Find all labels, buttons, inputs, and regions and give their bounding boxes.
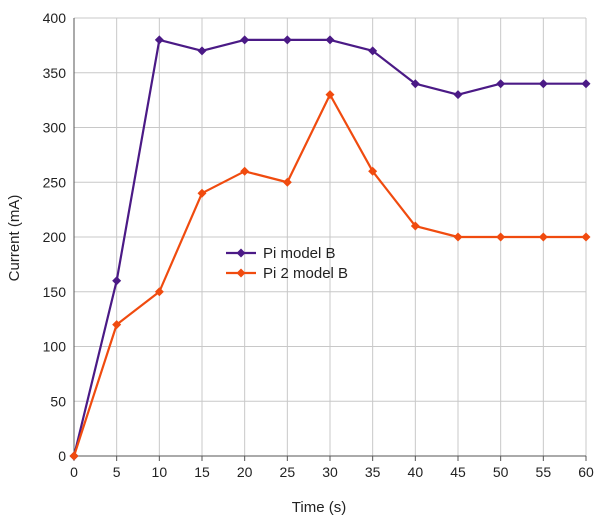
data-point <box>538 232 548 242</box>
y-tick-label: 400 <box>43 10 67 26</box>
data-point <box>282 177 292 187</box>
data-point <box>197 188 207 198</box>
x-tick-label: 15 <box>194 464 210 480</box>
y-tick-label: 350 <box>43 65 67 81</box>
x-tick-label: 0 <box>70 464 78 480</box>
grid-lines <box>73 17 587 457</box>
legend-label: Pi model B <box>263 245 336 262</box>
data-point <box>410 79 420 89</box>
data-point <box>453 90 463 100</box>
data-point <box>325 90 335 100</box>
x-tick-label: 45 <box>450 464 466 480</box>
x-tick-label: 30 <box>322 464 338 480</box>
legend: Pi model B Pi 2 model B <box>226 245 348 282</box>
x-tick-label: 50 <box>493 464 509 480</box>
y-axis-label: Current (mA) <box>6 195 23 282</box>
x-tick-label: 60 <box>578 464 594 480</box>
data-point <box>581 232 591 242</box>
data-point <box>112 320 122 330</box>
data-point <box>496 232 506 242</box>
x-tick-label: 40 <box>408 464 424 480</box>
x-tick-labels: 0 5 10 15 20 25 30 35 40 45 50 55 60 <box>70 464 594 480</box>
data-point <box>325 35 335 45</box>
data-point <box>410 221 420 231</box>
y-tick-label: 0 <box>58 448 66 464</box>
data-point <box>581 79 591 89</box>
x-tick-label: 35 <box>365 464 381 480</box>
data-point <box>368 46 378 56</box>
legend-marker <box>236 268 246 278</box>
x-tick-label: 5 <box>113 464 121 480</box>
data-point <box>240 35 250 45</box>
data-point <box>496 79 506 89</box>
y-tick-label: 300 <box>43 120 67 136</box>
legend-marker <box>236 248 246 258</box>
y-tick-label: 150 <box>43 284 67 300</box>
data-point <box>112 276 122 286</box>
x-tick-label: 55 <box>536 464 552 480</box>
data-point <box>154 287 164 297</box>
y-tick-labels: 0 50 100 150 200 250 300 350 400 <box>43 10 67 464</box>
x-tick-label: 25 <box>280 464 296 480</box>
x-tick-label: 20 <box>237 464 253 480</box>
y-tick-label: 250 <box>43 174 67 190</box>
y-tick-label: 50 <box>50 393 66 409</box>
data-point <box>453 232 463 242</box>
data-point <box>538 79 548 89</box>
data-point <box>69 451 79 461</box>
data-point <box>368 166 378 176</box>
x-axis-label: Time (s) <box>292 499 346 516</box>
series-layer <box>69 35 591 461</box>
data-point <box>240 166 250 176</box>
data-point <box>197 46 207 56</box>
data-point <box>282 35 292 45</box>
y-tick-label: 100 <box>43 339 67 355</box>
y-tick-label: 200 <box>43 229 67 245</box>
legend-label: Pi 2 model B <box>263 265 348 282</box>
x-tick-label: 10 <box>152 464 168 480</box>
data-point <box>154 35 164 45</box>
